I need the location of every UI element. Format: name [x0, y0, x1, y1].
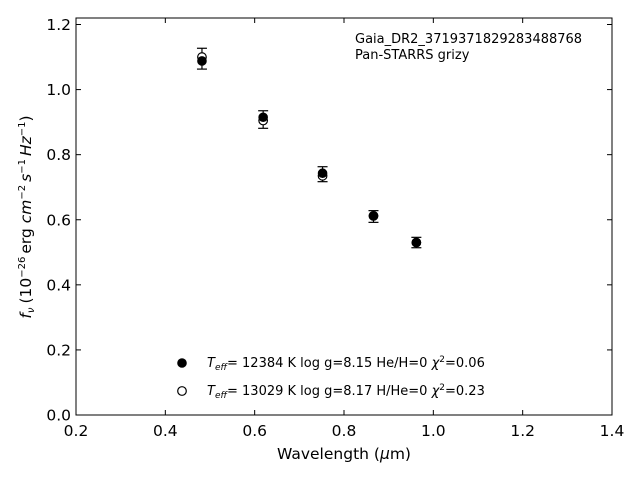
- y-tick-label: 0.0: [46, 407, 71, 425]
- plot-frame: [75, 17, 613, 416]
- y-tick-label: 1.0: [46, 81, 71, 99]
- y-tick-label: 0.2: [46, 341, 71, 359]
- legend-marker-filled: [177, 358, 187, 368]
- x-tick-label: 0.8: [332, 422, 357, 440]
- y-tick-label: 0.4: [46, 276, 71, 294]
- y-tick-label: 0.8: [46, 146, 71, 164]
- x-axis-label: Wavelength (μm): [277, 445, 411, 463]
- legend: Teff= 12384 K log g=8.15 He/H=0 χ2=0.06 …: [177, 355, 485, 401]
- x-tick-label: 1.2: [510, 422, 535, 440]
- x-tick-label: 1.4: [600, 422, 625, 440]
- y-tick-label: 1.2: [46, 16, 71, 34]
- annotation-survey: Pan-STARRS grizy: [355, 48, 470, 63]
- x-tick-label: 0.2: [64, 422, 89, 440]
- model-point-filled: [258, 112, 268, 123]
- legend-label-open: Teff= 13029 K log g=8.17 H/He=0 χ2=0.23: [207, 383, 485, 401]
- model-point-filled: [197, 56, 207, 66]
- annotation-object-id: Gaia_DR2_3719371829283488768: [355, 32, 582, 47]
- model-point-filled: [368, 211, 379, 221]
- x-tick-label: 1.0: [421, 422, 446, 440]
- legend-label-filled: Teff= 12384 K log g=8.15 He/H=0 χ2=0.06: [207, 355, 485, 373]
- y-axis-label: fν(10−26erg cm−2s−1Hz−1): [17, 115, 37, 318]
- data-markers: [197, 52, 422, 248]
- legend-marker-open: [177, 386, 187, 396]
- model-point-filled: [317, 168, 328, 179]
- axis-ticks: 0.2 0.4 0.6 0.8 1.0 1.2 1.40.00.20.40.60.81.01…: [46, 16, 624, 440]
- x-tick-label: 0.4: [153, 422, 178, 440]
- x-tick-label: 0.6: [242, 422, 267, 440]
- y-tick-label: 0.6: [46, 211, 71, 229]
- model-point-filled: [411, 237, 422, 248]
